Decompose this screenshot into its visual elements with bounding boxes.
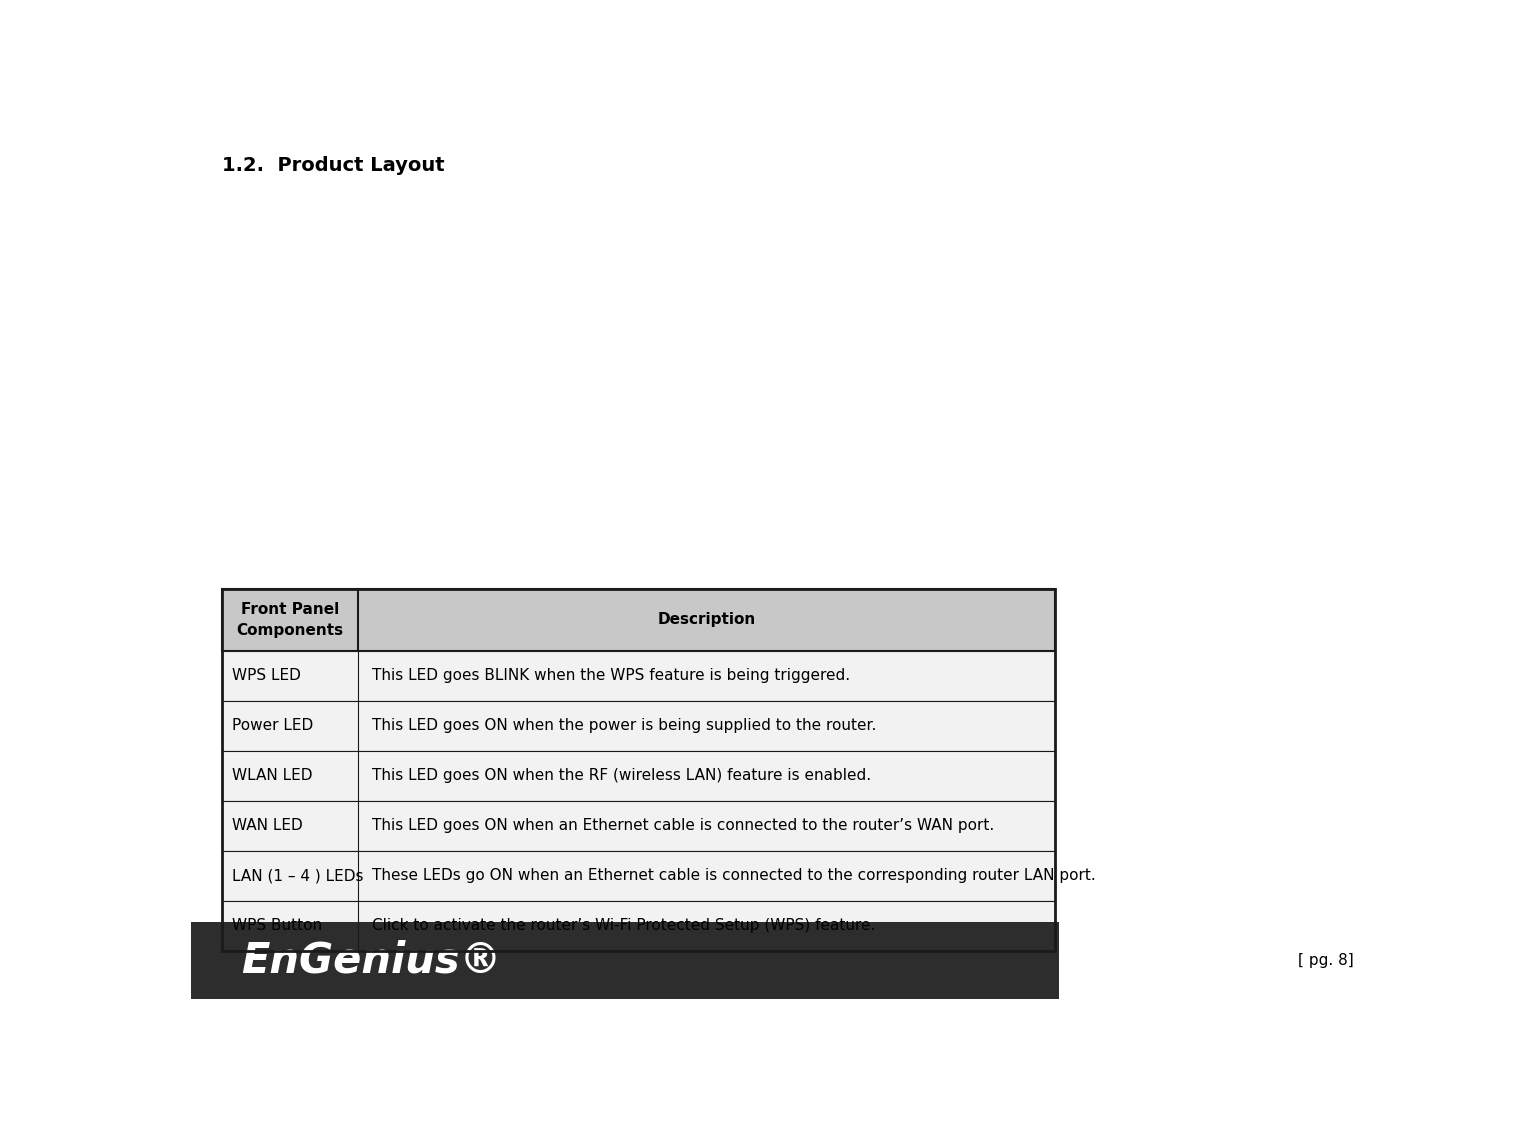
Text: LAN (1 – 4 ) LEDs: LAN (1 – 4 ) LEDs	[231, 868, 363, 884]
Bar	[222, 801, 1056, 851]
Text: This LED goes ON when the power is being supplied to the router.: This LED goes ON when the power is being…	[372, 719, 877, 733]
Text: Description: Description	[658, 612, 756, 628]
Bar	[222, 701, 1056, 751]
Bar	[222, 901, 1056, 951]
Text: [ pg. 8]: [ pg. 8]	[1297, 953, 1354, 968]
Text: This LED goes ON when an Ethernet cable is connected to the router’s WAN port.: This LED goes ON when an Ethernet cable …	[372, 819, 994, 833]
Bar	[222, 177, 571, 555]
Text: Click to activate the router’s Wi-Fi Protected Setup (WPS) feature.: Click to activate the router’s Wi-Fi Pro…	[372, 919, 875, 933]
Bar	[191, 922, 1059, 999]
Text: WLAN LED: WLAN LED	[231, 768, 312, 783]
Bar	[222, 851, 1056, 901]
Text: This LED goes BLINK when the WPS feature is being triggered.: This LED goes BLINK when the WPS feature…	[372, 668, 851, 683]
Text: Front Panel
Components: Front Panel Components	[237, 602, 344, 638]
Text: Power LED: Power LED	[231, 719, 312, 733]
Text: WAN LED: WAN LED	[231, 819, 303, 833]
Bar	[222, 590, 1056, 650]
Bar	[222, 650, 1056, 701]
Bar	[222, 751, 1056, 801]
Text: WPS Button: WPS Button	[231, 919, 321, 933]
Text: These LEDs go ON when an Ethernet cable is connected to the corresponding router: These LEDs go ON when an Ethernet cable …	[372, 868, 1095, 884]
Text: This LED goes ON when the RF (wireless LAN) feature is enabled.: This LED goes ON when the RF (wireless L…	[372, 768, 871, 783]
Text: EnGenius®: EnGenius®	[242, 940, 502, 982]
Bar	[222, 590, 1056, 951]
Text: WPS LED: WPS LED	[231, 668, 300, 683]
Text: 1.2.  Product Layout: 1.2. Product Layout	[222, 156, 445, 175]
